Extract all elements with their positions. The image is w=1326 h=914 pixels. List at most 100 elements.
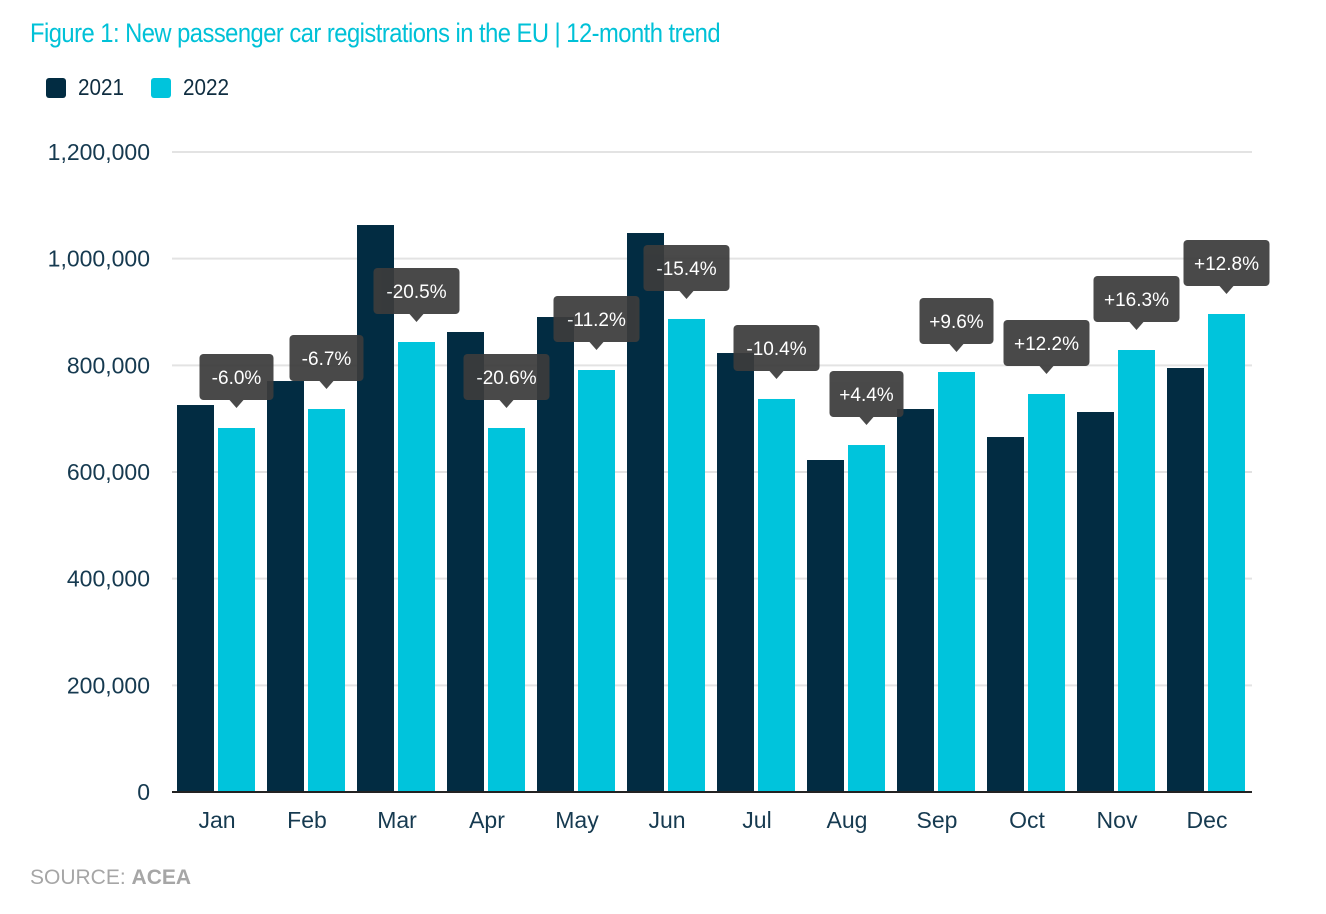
change-label-pointer: [949, 344, 964, 352]
x-tick-label: Dec: [1187, 807, 1228, 833]
bar-2022-jun: [668, 318, 705, 792]
bar-2022-jul: [758, 398, 795, 792]
change-label-box: [643, 244, 730, 291]
x-tick-label: Jul: [742, 807, 771, 833]
change-label-pointer: [769, 370, 784, 379]
change-label-box: [199, 354, 274, 400]
change-label-box: [829, 371, 904, 418]
bar-2022-apr: [488, 428, 525, 792]
y-tick-label: 200,000: [67, 672, 150, 698]
change-label-box: [553, 296, 640, 342]
change-label-box: [919, 298, 994, 344]
y-tick-label: 1,200,000: [48, 139, 150, 165]
x-tick-label: Jan: [198, 807, 235, 833]
change-label-pointer: [1129, 322, 1144, 330]
change-label-text: +9.6%: [929, 312, 984, 333]
y-tick-label: 400,000: [67, 566, 150, 592]
x-tick-label: Jun: [648, 807, 685, 833]
x-tick-label: Nov: [1097, 807, 1138, 833]
change-label-pointer: [1039, 366, 1054, 374]
change-label-pointer: [589, 342, 604, 350]
bar-2022-sep: [938, 372, 975, 792]
bar-2022-mar: [398, 342, 435, 792]
bar-2021-mar: [357, 225, 394, 793]
bar-2021-nov: [1077, 412, 1114, 792]
bar-2021-sep: [897, 409, 934, 792]
change-label-pointer: [499, 400, 514, 408]
change-label-box: [1003, 320, 1090, 366]
source-prefix: SOURCE:: [30, 866, 126, 889]
change-label-text: -11.2%: [567, 310, 626, 331]
chart-title: Figure 1: New passenger car registration…: [30, 18, 721, 48]
change-label: -15.4%: [643, 244, 730, 299]
legend-item-2022: 2022: [151, 74, 234, 101]
change-label-text: +12.2%: [1014, 334, 1079, 355]
bar-2022-oct: [1028, 394, 1065, 792]
change-label-pointer: [319, 381, 334, 390]
change-label-box: [289, 335, 364, 382]
change-label-box: [1093, 276, 1180, 322]
change-label: -6.0%: [199, 354, 274, 408]
x-tick-label: Mar: [377, 807, 417, 833]
x-tick-label: Feb: [287, 807, 327, 833]
change-label-box: [373, 268, 460, 314]
change-label: +12.2%: [1003, 320, 1090, 374]
legend-label-2022: 2022: [183, 74, 230, 100]
change-label-box: [1183, 240, 1270, 286]
change-label-pointer: [679, 290, 694, 299]
bar-2021-aug: [807, 460, 844, 792]
change-label: -20.5%: [373, 268, 460, 322]
x-tick-label: Sep: [917, 807, 958, 833]
change-label-text: -20.6%: [476, 368, 536, 389]
bar-2022-aug: [848, 445, 885, 792]
legend-swatch-2021: [46, 77, 66, 98]
change-label-text: -6.0%: [212, 368, 262, 389]
chart-legend: 2021 2022: [46, 74, 256, 101]
y-axis: 0 200,000 400,000 600,000 800,000 1,000,000 1,…: [48, 139, 150, 805]
change-label: +9.6%: [919, 298, 994, 352]
change-label: -11.2%: [553, 296, 640, 350]
change-label-text: -20.5%: [386, 282, 446, 303]
change-label-pointer: [229, 400, 244, 408]
change-label-pointer: [859, 417, 874, 426]
change-label-text: -15.4%: [656, 259, 716, 280]
change-label: -20.6%: [463, 354, 550, 408]
bar-2021-jan: [177, 405, 214, 792]
change-label-box: [463, 354, 550, 400]
change-label-text: +12.8%: [1194, 254, 1259, 275]
change-label: +4.4%: [829, 371, 904, 426]
change-label-text: -10.4%: [746, 339, 806, 360]
change-label-text: -6.7%: [302, 349, 352, 370]
change-label-text: +4.4%: [839, 385, 894, 406]
bar-2021-jul: [717, 353, 754, 792]
bar-2022-dec: [1208, 314, 1245, 792]
change-label-box: [733, 324, 820, 371]
bar-2021-oct: [987, 437, 1024, 792]
x-tick-label: May: [555, 807, 599, 833]
change-label: +16.3%: [1093, 276, 1180, 330]
y-tick-label: 0: [137, 779, 150, 805]
y-tick-label: 600,000: [67, 459, 150, 485]
y-tick-label: 1,000,000: [48, 246, 150, 272]
bar-2021-apr: [447, 332, 484, 792]
bar-2022-may: [578, 370, 615, 792]
change-label-pointer: [409, 314, 424, 322]
bar-2021-dec: [1167, 368, 1204, 792]
x-tick-label: Apr: [469, 807, 505, 833]
change-label-pointer: [1219, 286, 1234, 294]
source-name: ACEA: [131, 866, 192, 889]
bar-2022-nov: [1118, 350, 1155, 792]
x-tick-label: Oct: [1009, 807, 1045, 833]
legend-label-2021: 2021: [78, 74, 125, 100]
bar-2022-feb: [308, 409, 345, 792]
change-labels: -6.0% -6.7% -20.5% -20.6% -11.2% -15.4% -10.4%…: [199, 240, 1270, 426]
legend-item-2021: 2021: [46, 74, 129, 101]
bar-2022-jan: [218, 428, 255, 792]
change-label: -6.7%: [289, 335, 364, 390]
legend-swatch-2022: [151, 77, 172, 98]
change-label: +12.8%: [1183, 240, 1270, 294]
change-label-text: +16.3%: [1104, 290, 1169, 311]
source-note: SOURCE: ACEA: [30, 866, 191, 890]
bar-2021-feb: [267, 381, 304, 792]
